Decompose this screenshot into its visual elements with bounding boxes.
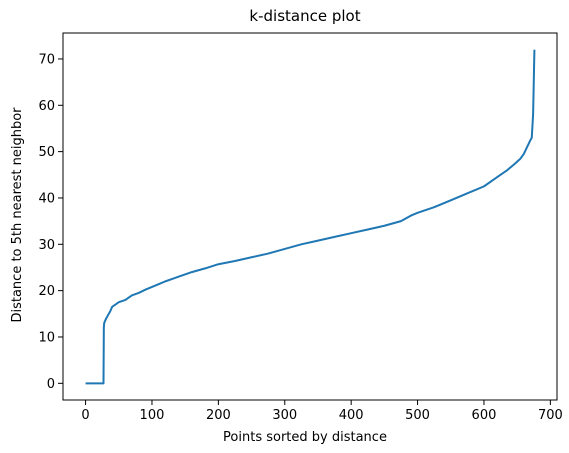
x-tick-label: 0 [81, 408, 89, 423]
y-tick-label: 40 [38, 191, 55, 206]
x-tick-label: 200 [206, 408, 231, 423]
plot-area: 0 100 200 300 400 500 600 700 0 10 20 30 40 50 60 70 [38, 32, 563, 423]
x-tick-label: 700 [538, 408, 563, 423]
x-tick-label: 300 [272, 408, 297, 423]
y-tick-label: 30 [38, 238, 55, 253]
x-tick-label: 100 [140, 408, 165, 423]
y-tick-label: 20 [38, 284, 55, 299]
x-tick-label: 500 [405, 408, 430, 423]
y-tick-label: 60 [38, 99, 55, 114]
chart-title: k-distance plot [249, 7, 360, 25]
series-line-0 [85, 49, 536, 385]
x-tick-label: 600 [472, 408, 497, 423]
y-tick-label: 50 [38, 145, 55, 160]
y-tick-label: 0 [47, 377, 55, 392]
x-axis-label: Points sorted by distance [223, 430, 387, 445]
y-tick-label: 10 [38, 330, 55, 345]
x-tick-label: 400 [339, 408, 364, 423]
y-tick-label: 70 [38, 52, 55, 67]
axes-frame [62, 32, 558, 401]
y-axis-label: Distance to 5th nearest neighbor [10, 107, 25, 323]
